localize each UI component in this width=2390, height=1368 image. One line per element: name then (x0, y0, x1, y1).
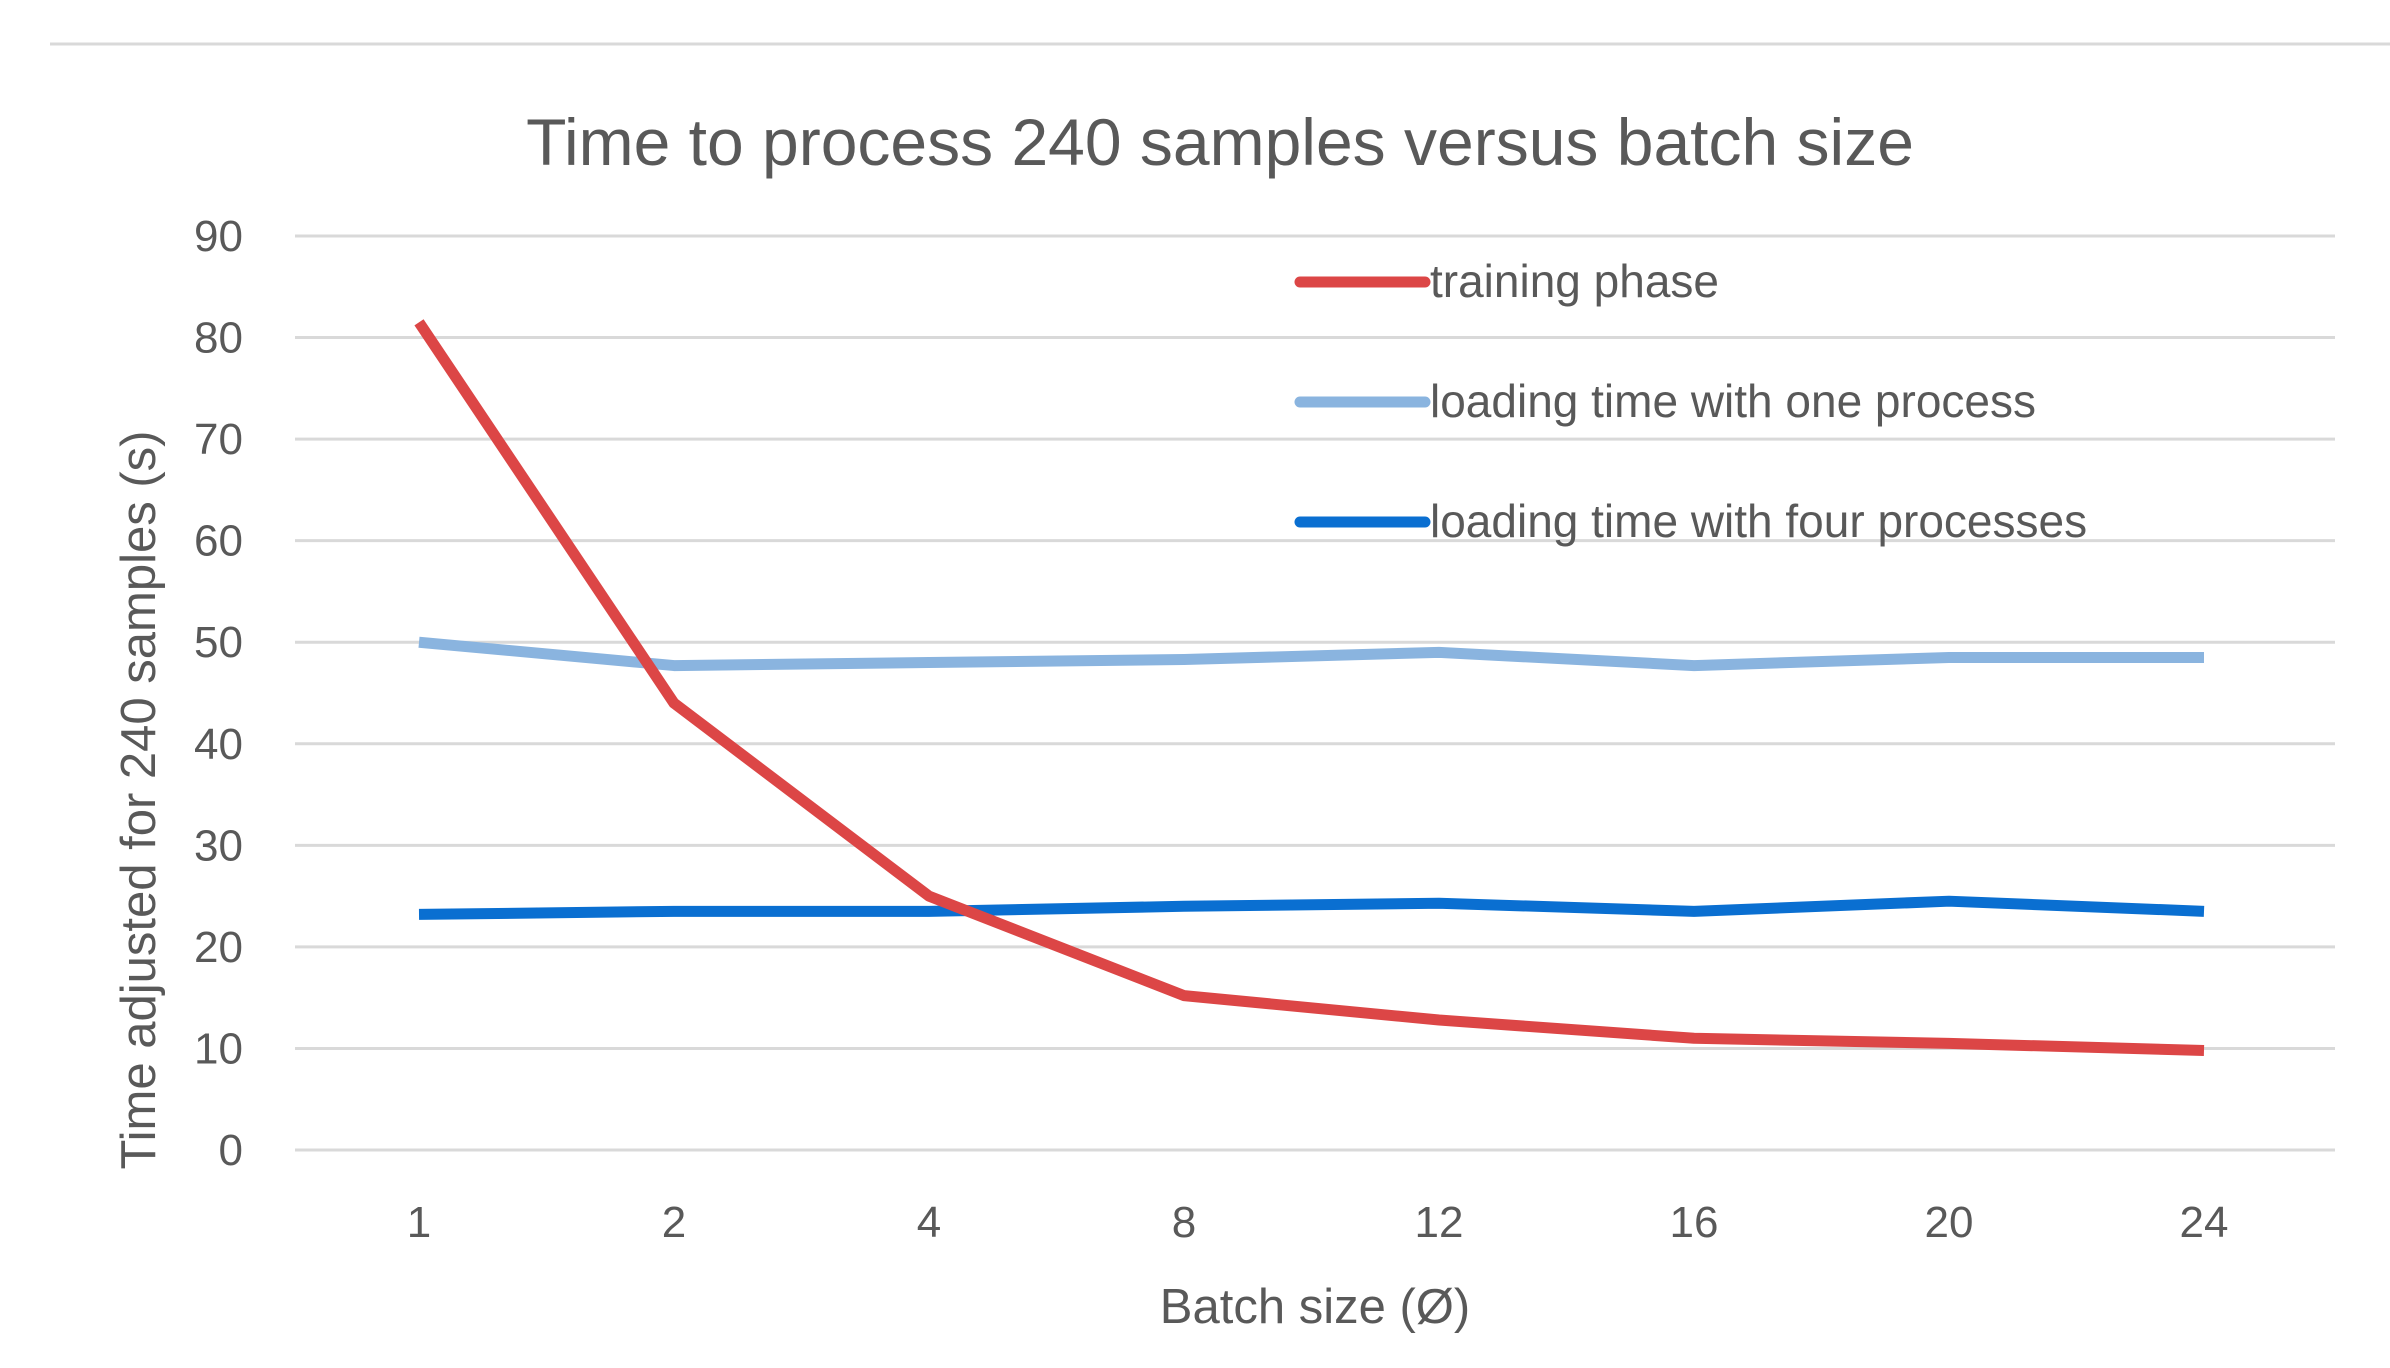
y-tick-label: 0 (219, 1126, 243, 1175)
legend-label: training phase (1430, 255, 1719, 307)
x-axis-ticks: 1 2 4 8 12 16 20 24 (407, 1198, 2229, 1247)
y-tick-label: 30 (194, 821, 243, 870)
y-tick-label: 40 (194, 720, 243, 769)
x-tick-label: 16 (1670, 1198, 1719, 1247)
series-line-training-phase (414, 319, 2205, 1056)
y-tick-label: 20 (194, 923, 243, 972)
y-axis-label: Time adjusted for 240 samples (s) (112, 431, 166, 1170)
x-axis-label: Batch size (Ø) (1160, 1280, 1470, 1334)
chart-title: Time to process 240 samples versus batch… (526, 105, 1914, 179)
y-tick-label: 90 (194, 212, 243, 261)
legend: training phase loading time with one proc… (1294, 255, 2087, 547)
x-tick-label: 20 (1925, 1198, 1974, 1247)
y-tick-label: 50 (194, 618, 243, 667)
x-tick-label: 24 (2180, 1198, 2229, 1247)
x-tick-label: 12 (1415, 1198, 1464, 1247)
y-axis-ticks: 0 10 20 30 40 50 60 70 80 90 (194, 212, 243, 1175)
y-tick-label: 70 (194, 415, 243, 464)
series-lines (414, 319, 2205, 1056)
x-tick-label: 1 (407, 1198, 431, 1247)
x-tick-label: 2 (662, 1198, 686, 1247)
legend-label: loading time with four processes (1430, 495, 2087, 547)
series-line-loading-time-with-one-process (418, 636, 2204, 672)
y-tick-label: 60 (194, 517, 243, 566)
y-tick-label: 10 (194, 1024, 243, 1073)
legend-label: loading time with one process (1430, 375, 2036, 427)
series-line-loading-time-with-four-processes (418, 895, 2205, 920)
y-tick-label: 80 (194, 314, 243, 363)
x-tick-label: 4 (917, 1198, 941, 1247)
x-tick-label: 8 (1172, 1198, 1196, 1247)
